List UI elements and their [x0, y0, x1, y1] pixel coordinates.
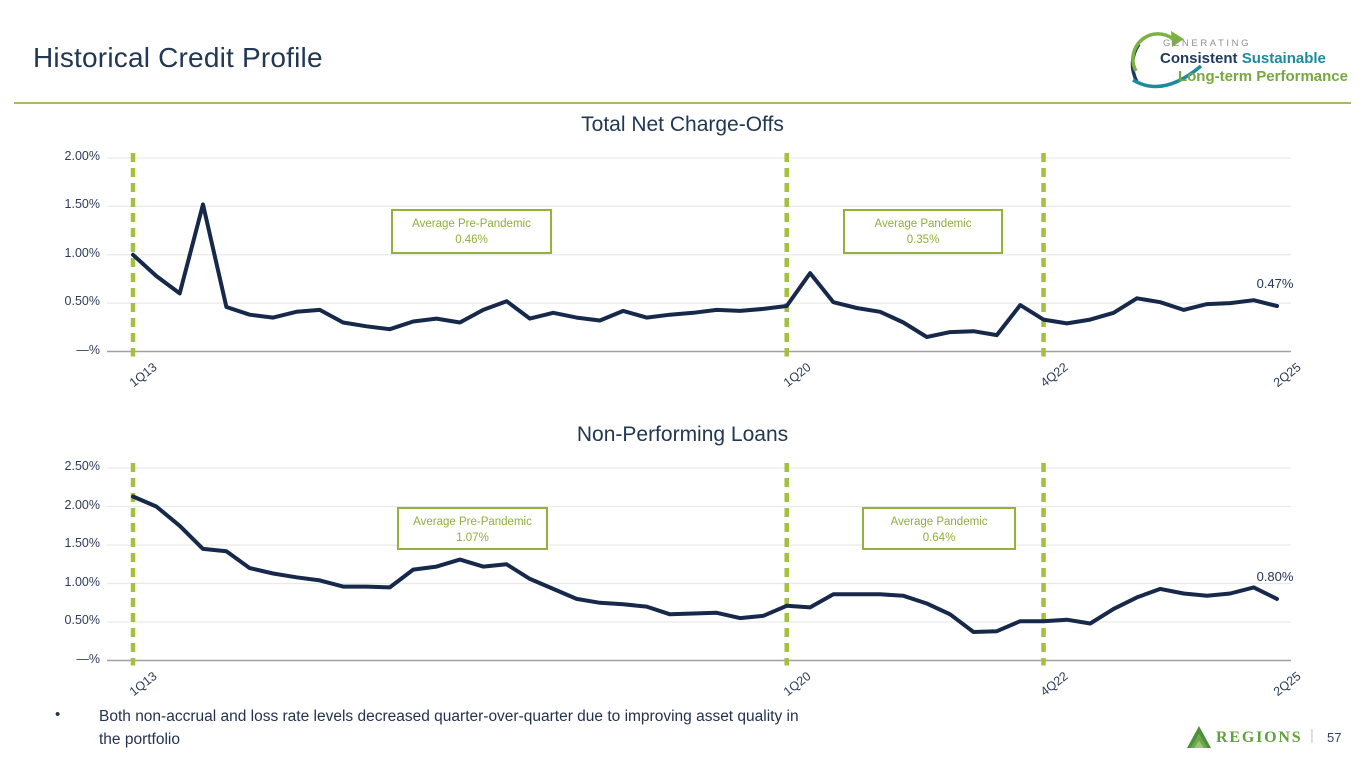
annotation-value: 0.35% — [906, 234, 940, 246]
y-tick-label: 2.00% — [64, 497, 100, 512]
annotation-label: Average Pandemic — [874, 218, 972, 230]
stamp-sustainable: Sustainable — [1241, 50, 1326, 67]
stamp-consistent: Consistent — [1160, 50, 1238, 67]
y-tick-label: 1.50% — [64, 536, 100, 550]
x-tick-label: 1Q20 — [780, 360, 814, 390]
chart1-annotation-pandemic: Average Pandemic 0.35% — [843, 209, 1003, 254]
stamp-line1: GENERATING — [1163, 38, 1252, 49]
annotation-value: 1.07% — [456, 532, 489, 544]
chart2-annotation-pre-pandemic: Average Pre-Pandemic 1.07% — [397, 507, 548, 550]
footer-divider: | — [1310, 727, 1314, 744]
annotation-label: Average Pre-Pandemic — [412, 218, 531, 230]
bullet-marker: • — [55, 706, 61, 723]
chart1-title: Total Net Charge-Offs — [581, 113, 784, 136]
annotation-value: 0.46% — [455, 234, 488, 246]
chart2-end-value-label: 0.80% — [1256, 569, 1294, 584]
x-tick-label: 1Q13 — [126, 360, 160, 390]
stamp-arcs-icon — [1130, 31, 1203, 89]
regions-pyramid-icon — [1187, 726, 1211, 748]
header-rule — [14, 102, 1351, 104]
y-tick-label: 2.50% — [64, 459, 100, 473]
x-tick-label: 2Q25 — [1270, 360, 1304, 390]
x-tick-label: 4Q22 — [1037, 669, 1071, 699]
y-tick-label: 0.50% — [64, 294, 100, 309]
y-tick-label: 2.00% — [64, 149, 100, 163]
page-title: Historical Credit Profile — [33, 42, 323, 73]
chart1-end-value-label: 0.47% — [1256, 276, 1294, 291]
y-tick-label: —% — [76, 651, 100, 666]
x-tick-label: 4Q22 — [1037, 360, 1071, 390]
chart2-annotation-pandemic: Average Pandemic 0.64% — [862, 507, 1016, 550]
y-tick-label: —% — [76, 342, 100, 357]
annotation-label: Average Pre-Pandemic — [413, 516, 532, 528]
footer-brand-wordmark: Regions — [1216, 729, 1303, 746]
y-tick-label: 1.50% — [64, 197, 100, 212]
chart1-annotation-pre-pandemic: Average Pre-Pandemic 0.46% — [391, 209, 552, 254]
annotation-value: 0.64% — [922, 532, 956, 544]
page-number: 57 — [1327, 730, 1342, 745]
chart2-title: Non-Performing Loans — [576, 423, 789, 446]
annotation-label: Average Pandemic — [890, 516, 988, 528]
y-tick-label: 1.00% — [64, 574, 100, 589]
stamp-line2: Consistent Sustainable — [1160, 50, 1326, 67]
x-tick-label: 2Q25 — [1270, 669, 1304, 699]
bullet-text: Both non-accrual and loss rate levels de… — [99, 708, 799, 748]
y-tick-label: 0.50% — [64, 613, 100, 627]
brand-stamp: GENERATING Consistent Sustainable Long-t… — [1103, 14, 1351, 98]
y-tick-label: 1.00% — [64, 245, 100, 260]
stamp-line3: Long-term Performance — [1177, 68, 1348, 85]
